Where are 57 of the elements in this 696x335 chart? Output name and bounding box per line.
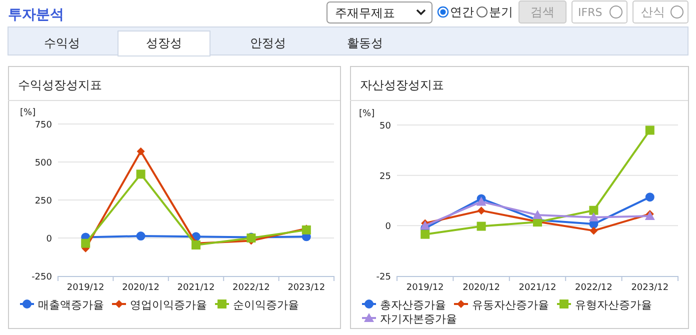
text: 활동성 xyxy=(347,36,383,50)
point xyxy=(645,126,654,135)
text: 투자분석 xyxy=(8,7,64,23)
text: 수익성 xyxy=(44,36,80,50)
y-tick-label: 25 xyxy=(380,172,391,182)
y-tick-label: 0 xyxy=(46,234,52,244)
x-tick-label: 2019/12 xyxy=(66,283,104,293)
text: 분기 xyxy=(489,5,513,19)
legend-label: 유동자산증가율 xyxy=(472,298,549,312)
text: 연간 xyxy=(450,5,474,19)
legend-label: 영업이익증가율 xyxy=(130,298,207,312)
x-tick-label: 2021/12 xyxy=(518,283,556,293)
text: 주재무제표 xyxy=(335,6,395,20)
point xyxy=(136,170,146,179)
y-tick-label: 0 xyxy=(385,222,392,232)
x-tick-label: 2021/12 xyxy=(177,283,215,293)
point xyxy=(81,238,90,248)
legend-label: 총자산증가율 xyxy=(380,298,446,312)
point xyxy=(644,211,655,220)
y-tick-label: -250 xyxy=(32,272,52,282)
y-axis-title: [%] xyxy=(20,108,36,118)
legend-label: 유형자산증가율 xyxy=(575,298,652,312)
point xyxy=(476,222,486,231)
x-tick-label: 2023/12 xyxy=(631,283,669,293)
point xyxy=(420,220,430,230)
point xyxy=(136,232,146,241)
point xyxy=(590,226,598,235)
point xyxy=(589,206,598,215)
legend-label: 순이익증가율 xyxy=(233,298,299,312)
y-tick-label: 50 xyxy=(380,122,392,132)
text: IFRS xyxy=(578,6,602,19)
point xyxy=(420,230,430,239)
legend-label: 자기자본증가율 xyxy=(380,312,457,326)
y-tick-label: 750 xyxy=(34,120,52,130)
point xyxy=(532,210,542,219)
chart-title: 수익성장성지표 xyxy=(18,78,102,92)
x-tick-label: 2023/12 xyxy=(288,283,326,293)
point xyxy=(477,206,486,215)
x-tick-label: 2020/12 xyxy=(122,283,160,293)
y-tick-label: 250 xyxy=(34,196,52,206)
y-axis-title: [%] xyxy=(359,109,375,119)
chart-title: 자산성장성지표 xyxy=(360,78,444,92)
x-tick-label: 2022/12 xyxy=(232,283,270,293)
legend-label: 매출액증가율 xyxy=(38,298,104,312)
x-tick-label: 2020/12 xyxy=(462,283,500,293)
x-tick-label: 2022/12 xyxy=(575,283,612,293)
text: 안정성 xyxy=(250,36,286,50)
point xyxy=(588,212,599,222)
text: 성장성 xyxy=(146,36,182,50)
y-tick-label: -25 xyxy=(376,272,391,282)
point xyxy=(136,147,145,156)
point xyxy=(476,196,486,206)
y-tick-label: 500 xyxy=(34,158,52,168)
x-tick-label: 2019/12 xyxy=(406,283,444,293)
point xyxy=(645,192,654,202)
text: 산식 xyxy=(641,5,665,19)
text: 검색 xyxy=(530,5,554,19)
